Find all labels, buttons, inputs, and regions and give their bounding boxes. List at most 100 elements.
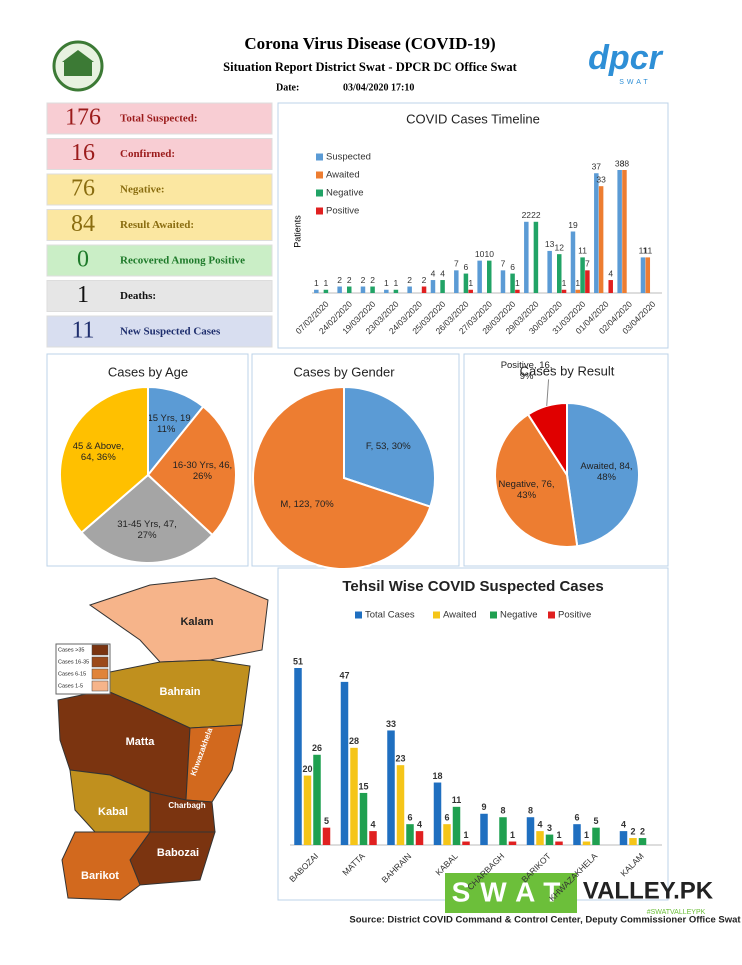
- stat-box: [46, 209, 273, 241]
- bar: [340, 681, 349, 845]
- data-label: 1: [562, 278, 567, 288]
- region-label: Barikot: [81, 870, 119, 882]
- legend-swatch: [316, 189, 323, 197]
- stat-value: 1: [77, 282, 89, 308]
- bar: [575, 289, 581, 293]
- date: 03/04/2020 17:10: [343, 82, 414, 93]
- data-label: 6: [464, 262, 469, 272]
- data-label: 22: [531, 210, 541, 220]
- legend-label: Positive: [558, 610, 591, 621]
- data-label: 11: [578, 246, 587, 256]
- data-label: 12: [555, 242, 565, 252]
- bar: [598, 186, 604, 293]
- data-label: 31-45 Yrs, 47, 27%: [117, 518, 177, 541]
- region-label: Bahrain: [160, 686, 201, 698]
- chart-title: Cases by Age: [108, 364, 188, 379]
- map-legend-label: Cases 1-5: [58, 683, 83, 689]
- data-label: 1: [584, 830, 589, 840]
- chart-title: Cases by Result: [520, 363, 615, 378]
- bar: [433, 782, 442, 845]
- data-label: 8: [528, 806, 533, 816]
- map: [57, 577, 269, 901]
- map-legend-label: Cases 16-35: [58, 659, 89, 665]
- data-label: 16-30 Yrs, 46, 26%: [172, 460, 233, 483]
- data-label: 1: [515, 278, 520, 288]
- data-label: 7: [501, 259, 506, 269]
- bar: [393, 289, 399, 293]
- bar: [314, 289, 319, 293]
- map-legend-swatch: [91, 644, 109, 656]
- data-label: 33: [386, 719, 396, 729]
- data-label: 2: [370, 275, 375, 285]
- bar: [547, 250, 552, 293]
- region-label: Kabal: [98, 806, 128, 818]
- pie-slice: [566, 401, 640, 548]
- legend-swatch: [548, 611, 555, 619]
- region-label: Charbagh: [168, 801, 205, 810]
- data-label: 28: [349, 736, 359, 746]
- bar: [500, 270, 506, 293]
- data-label-box: 16-30 Yrs, 46, 26%: [172, 460, 233, 483]
- bar: [462, 841, 470, 845]
- data-label: 1: [556, 830, 561, 840]
- bar: [350, 747, 358, 845]
- stat-label: Confirmed:: [120, 148, 175, 160]
- bar: [594, 173, 599, 293]
- data-label-box: Positive, 16, 9%: [501, 360, 553, 382]
- data-label: 2: [630, 826, 635, 836]
- stat-label: Deaths:: [120, 290, 156, 302]
- bar: [592, 827, 600, 845]
- stat-value: 0: [77, 247, 89, 273]
- data-label: 6: [407, 813, 412, 823]
- data-label: 1: [575, 278, 580, 288]
- legend-label: Positive: [326, 206, 359, 217]
- bar: [629, 838, 637, 845]
- pie-slice: [494, 413, 579, 548]
- watermark-tag: #SWATVALLEYPK: [647, 909, 706, 916]
- bar: [360, 286, 366, 293]
- pie-slice: [526, 401, 568, 479]
- data-label: 13: [545, 239, 555, 249]
- bar: [582, 841, 591, 845]
- bar: [421, 286, 427, 293]
- region-label: Kalam: [180, 616, 213, 628]
- bar: [294, 668, 302, 845]
- data-label: 23: [395, 754, 405, 764]
- data-label: 1: [314, 278, 319, 288]
- leader-line: [546, 379, 550, 406]
- bar: [515, 289, 520, 293]
- bar: [536, 831, 544, 845]
- stat-box: [46, 138, 273, 170]
- data-label: 7: [454, 259, 459, 269]
- map-legend-label: Cases 6-15: [58, 671, 86, 677]
- data-label: 11: [639, 246, 648, 256]
- bar: [443, 824, 451, 845]
- stat-box: [46, 102, 273, 135]
- bar: [640, 257, 646, 293]
- legend-swatch: [316, 153, 323, 161]
- data-label: 38: [620, 158, 630, 168]
- data-label: 6: [444, 813, 449, 823]
- data-label: 1: [384, 278, 389, 288]
- bar: [452, 806, 461, 845]
- data-label: 4: [431, 268, 436, 278]
- data-label: 4: [370, 819, 375, 829]
- data-label: 33: [596, 174, 606, 184]
- source: Source: District COVID Command & Control…: [349, 915, 741, 926]
- bar: [430, 280, 436, 293]
- data-label: 45 & Above, 64, 36%: [72, 441, 124, 464]
- stat-box: [46, 280, 273, 312]
- legend-swatch: [355, 611, 362, 619]
- stat-label: Negative:: [120, 184, 165, 196]
- bar: [499, 817, 507, 845]
- data-label: 10: [485, 249, 495, 259]
- bar: [322, 827, 331, 845]
- bar: [347, 286, 352, 293]
- subtitle: Situation Report District Swat - DPCR DC…: [223, 60, 518, 74]
- data-label: 11: [452, 795, 462, 805]
- watermark-brand: SWAT: [452, 876, 571, 907]
- bar: [480, 813, 488, 845]
- region-label: Matta: [126, 736, 156, 748]
